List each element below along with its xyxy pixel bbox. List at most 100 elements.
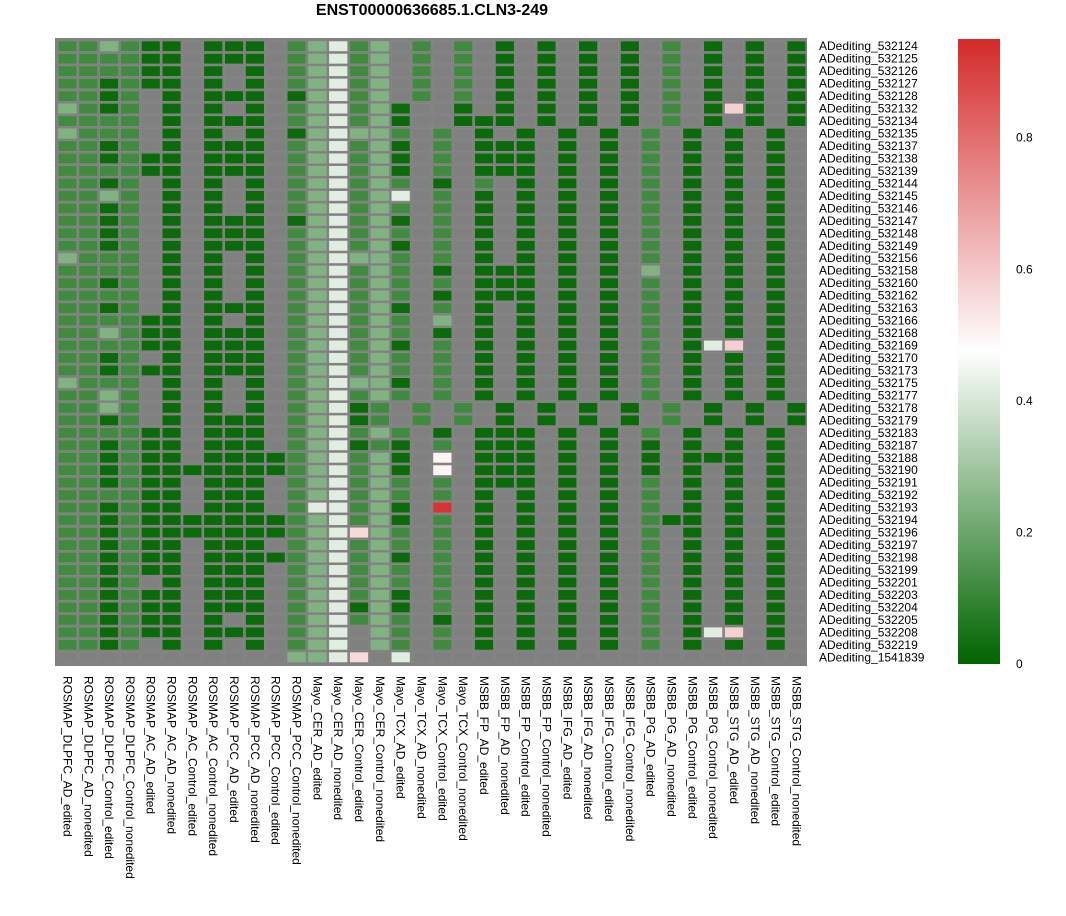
heatmap-cell [557, 452, 578, 464]
heatmap-cell [224, 464, 244, 476]
heatmap-cell [286, 564, 307, 576]
heatmap-cell [411, 514, 432, 526]
heatmap-cell [224, 277, 244, 289]
heatmap-cell [349, 190, 369, 202]
heatmap-cell [599, 140, 619, 152]
heatmap-cell [640, 427, 661, 439]
heatmap-cell [495, 53, 515, 65]
heatmap-cell [786, 215, 807, 227]
heatmap-cell [536, 564, 557, 576]
heatmap-cell [370, 589, 390, 601]
heatmap-cell [578, 576, 598, 588]
heatmap-cell [682, 103, 703, 115]
heatmap-cell [432, 464, 453, 476]
heatmap-cell [515, 315, 536, 327]
heatmap-cell [474, 252, 494, 264]
heatmap-cell [307, 78, 328, 90]
heatmap-cell [99, 414, 119, 426]
heatmap-cell [578, 202, 598, 214]
heatmap-cell [495, 78, 515, 90]
heatmap-cell [432, 626, 453, 638]
heatmap-cell [370, 477, 390, 489]
heatmap-cell [786, 614, 807, 626]
heatmap-cell [557, 152, 578, 164]
heatmap-cell [390, 115, 411, 127]
column-label: ROSMAP_PCC_AD_edited [227, 676, 241, 823]
heatmap-cell [370, 377, 390, 389]
heatmap-cell [182, 202, 203, 214]
heatmap-cell [474, 165, 494, 177]
row-label: ADediting_532183 [819, 426, 918, 440]
heatmap-cell [515, 551, 536, 564]
heatmap-cell [745, 115, 765, 127]
heatmap-cell [182, 103, 203, 115]
heatmap-cell [453, 252, 473, 264]
heatmap-cell [286, 389, 307, 401]
heatmap-cell [474, 589, 494, 601]
heatmap-cell [661, 564, 682, 576]
heatmap-cell [536, 177, 557, 189]
heatmap-cell [682, 639, 703, 651]
heatmap-cell [57, 389, 78, 401]
heatmap-cell [120, 364, 140, 376]
heatmap-cell [432, 265, 453, 277]
heatmap-cell [370, 626, 390, 638]
heatmap-cell [578, 327, 598, 339]
heatmap-cell [99, 115, 119, 127]
heatmap-cell [203, 327, 223, 339]
heatmap-cell [786, 327, 807, 339]
heatmap-cell [474, 477, 494, 489]
heatmap-cell [57, 115, 78, 127]
heatmap-cell [120, 252, 140, 264]
heatmap-cell [141, 165, 161, 177]
heatmap-cell [724, 127, 744, 140]
heatmap-cell [682, 215, 703, 227]
heatmap-cell [640, 502, 661, 514]
heatmap-cell [515, 539, 536, 551]
heatmap-cell [578, 140, 598, 152]
heatmap-cell [161, 576, 182, 588]
heatmap-cell [99, 302, 119, 314]
heatmap-cell [495, 427, 515, 439]
heatmap-cell [682, 265, 703, 277]
heatmap-cell [286, 514, 307, 526]
heatmap-cell [203, 352, 223, 364]
heatmap-cell [745, 639, 765, 651]
column-label: MSBB_STG_Control_edited [769, 676, 783, 826]
heatmap-cell [536, 127, 557, 140]
heatmap-cell [265, 539, 286, 551]
heatmap-cell [78, 502, 98, 514]
heatmap-cell [182, 452, 203, 464]
heatmap-cell [724, 90, 744, 102]
heatmap-cell [724, 352, 744, 364]
heatmap-cell [453, 626, 473, 638]
heatmap-cell [640, 327, 661, 339]
heatmap-cell [557, 177, 578, 189]
heatmap-cell [286, 377, 307, 389]
heatmap-cell [120, 215, 140, 227]
heatmap-cell [411, 165, 432, 177]
heatmap-cell [515, 427, 536, 439]
heatmap-cell [703, 177, 723, 189]
heatmap-cell [141, 90, 161, 102]
heatmap-cell [390, 290, 411, 302]
heatmap-cell [453, 514, 473, 526]
heatmap-cell [224, 389, 244, 401]
column-label: ROSMAP_DLPFC_AD_edited [60, 676, 74, 837]
heatmap-cell [390, 302, 411, 314]
heatmap-cell [745, 103, 765, 115]
heatmap-cell [765, 539, 786, 551]
heatmap-cell [161, 389, 182, 401]
heatmap-cell [78, 439, 98, 451]
heatmap-cell [765, 551, 786, 564]
heatmap-cell [745, 589, 765, 601]
heatmap-cell [349, 302, 369, 314]
heatmap-cell [640, 78, 661, 90]
heatmap-cell [453, 489, 473, 501]
heatmap-cell [474, 377, 494, 389]
heatmap-cell [265, 601, 286, 613]
heatmap-cell [620, 564, 640, 576]
heatmap-cell [724, 564, 744, 576]
heatmap-cell [515, 364, 536, 376]
heatmap-cell [370, 315, 390, 327]
